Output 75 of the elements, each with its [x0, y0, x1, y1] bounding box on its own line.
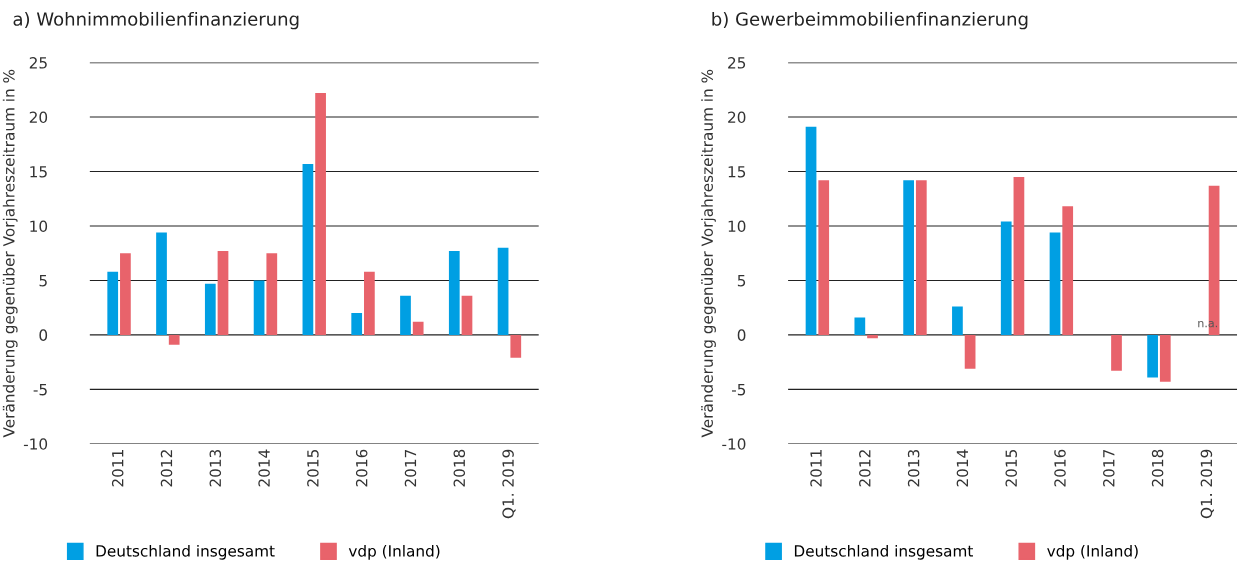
y-tick-label: 10 [728, 220, 746, 232]
x-tick-label: 2017 [404, 449, 417, 487]
x-tick-label: 2014 [956, 449, 969, 487]
x-tick-label: 2018 [453, 449, 466, 487]
bar [448, 251, 460, 335]
y-tick-label: 0 [39, 329, 48, 341]
x-tick-label: Q1. 2019 [502, 449, 516, 519]
bar [1159, 334, 1171, 382]
bar [302, 163, 314, 335]
y-tick-label: 20 [29, 111, 48, 124]
bar [412, 321, 424, 335]
y-tick-label: 25 [728, 57, 746, 69]
legend-label: vdp (Inland) [348, 544, 440, 560]
legend-label: vdp (Inland) [1047, 544, 1138, 560]
y-tick-label: 5 [39, 275, 47, 287]
bar [903, 180, 914, 335]
bar [854, 317, 866, 335]
y-tick-label: 15 [30, 166, 47, 178]
bar [818, 180, 830, 335]
y-axis-title: Veränderung gegenüber Vorjahreszeitraum in % [701, 69, 716, 438]
y-tick-label: -5 [33, 384, 47, 396]
bar [510, 334, 522, 358]
bar [120, 253, 131, 335]
y-tick-label: -5 [731, 384, 746, 396]
x-tick-label: 2011 [810, 450, 822, 487]
bar [1013, 176, 1025, 335]
y-tick-label: 20 [728, 111, 746, 124]
bar [867, 334, 878, 339]
bar [1111, 334, 1122, 371]
x-tick-label: 2016 [355, 449, 368, 487]
y-tick-label: -10 [722, 438, 746, 450]
y-tick-label: 5 [737, 275, 746, 287]
chart-title: a) Wohnimmobilienfinanzierung [13, 11, 299, 30]
y-tick-label: 15 [728, 166, 746, 178]
x-tick-label: 2012 [160, 450, 173, 487]
bar [805, 126, 817, 335]
bar [964, 334, 976, 369]
x-tick-label: 2017 [1103, 449, 1115, 487]
x-tick-label: 2016 [1054, 449, 1066, 487]
bar [204, 283, 216, 335]
legend-label: Deutschland insgesamt [96, 544, 275, 560]
bar [915, 180, 927, 335]
bar [1062, 206, 1074, 335]
x-tick-label: 2018 [1151, 449, 1164, 487]
bar [315, 93, 326, 335]
bar [497, 247, 509, 335]
bar [217, 251, 229, 335]
bar [351, 313, 363, 335]
x-tick-label: 2012 [859, 450, 871, 487]
legend-label: Deutschland insgesamt [794, 544, 973, 560]
bar [1000, 221, 1012, 335]
x-tick-label: 2013 [209, 449, 222, 487]
bar [1147, 334, 1158, 378]
x-tick-label: 2015 [1005, 450, 1017, 487]
bar [156, 232, 167, 335]
chart-title: b) Gewerbeimmobilienfinanzierung [712, 11, 1028, 30]
y-tick-label: -10 [23, 438, 48, 450]
y-tick-label: 0 [737, 329, 746, 341]
bar [168, 334, 180, 345]
y-tick-label: 10 [30, 220, 48, 232]
bar [266, 253, 278, 335]
x-tick-label: 2014 [258, 449, 270, 487]
y-axis-title: Veränderung gegenüber Vorjahreszeitraum in % [2, 69, 18, 438]
bar [1049, 232, 1061, 335]
x-tick-label: 2013 [907, 449, 920, 487]
x-tick-label: Q1. 2019 [1200, 449, 1214, 519]
x-tick-label: 2015 [307, 450, 319, 487]
bar [400, 295, 411, 335]
bar [952, 306, 963, 335]
bar [107, 271, 119, 335]
bar [364, 271, 375, 335]
bar [253, 280, 265, 335]
x-tick-label: 2011 [111, 450, 124, 487]
y-tick-label: 25 [29, 57, 47, 69]
bar [461, 295, 473, 335]
